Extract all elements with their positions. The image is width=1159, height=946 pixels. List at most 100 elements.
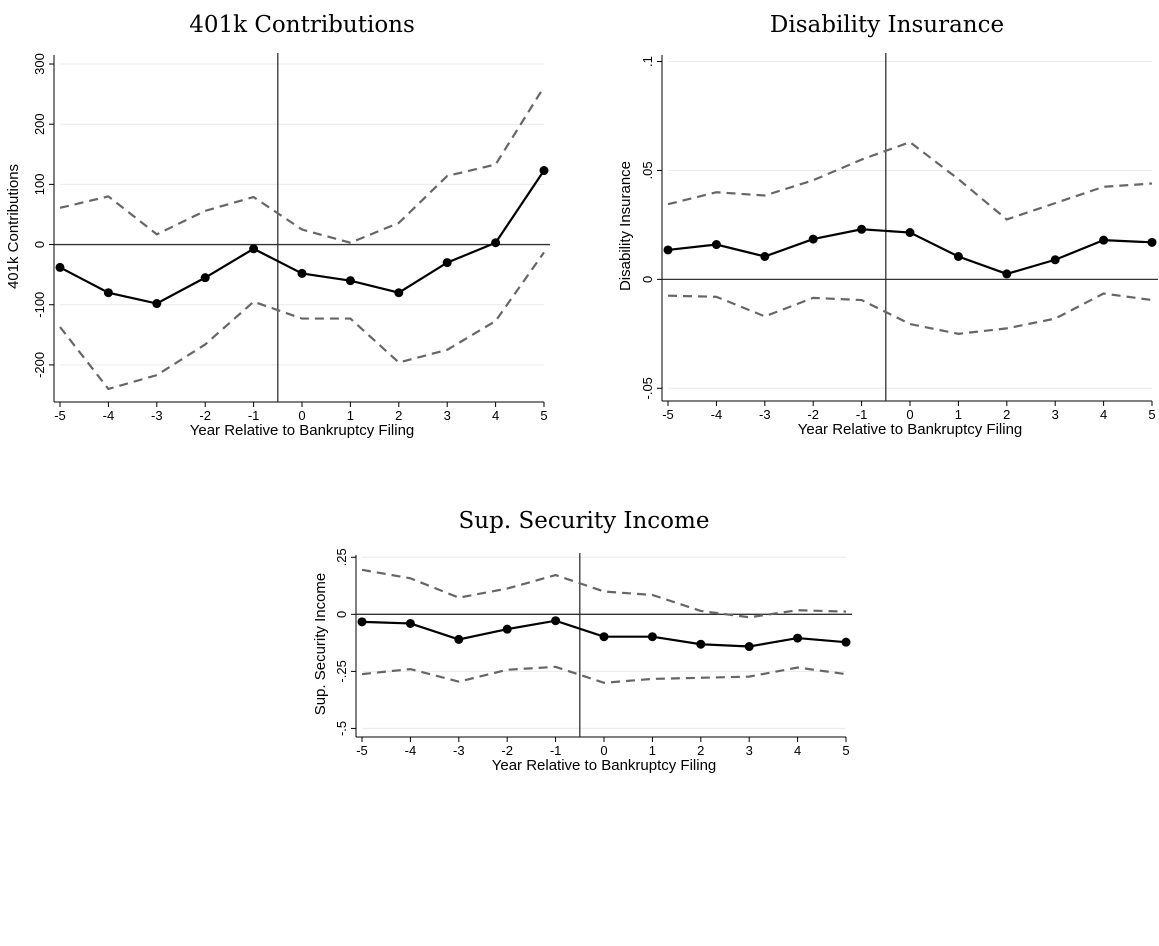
x-tick-label: 5 — [842, 743, 849, 758]
x-tick-label: 3 — [1052, 407, 1059, 422]
x-tick-label: -5 — [356, 743, 368, 758]
x-tick-label: -1 — [856, 407, 868, 422]
y-axis-label: Disability Insurance — [617, 161, 634, 291]
estimate-point — [647, 632, 657, 642]
estimate-point — [599, 632, 609, 642]
x-tick-label: 0 — [600, 743, 607, 758]
x-tick-label: 3 — [444, 408, 451, 423]
x-tick-label: -1 — [550, 743, 562, 758]
upper-ci-line — [667, 140, 1153, 221]
x-tick-label: 4 — [794, 743, 801, 758]
x-tick-label: -5 — [662, 407, 674, 422]
x-tick-label: -1 — [248, 408, 260, 423]
estimate-point — [405, 618, 415, 628]
x-tick-label: -5 — [54, 408, 66, 423]
estimate-point — [905, 228, 915, 238]
x-tick-label: 0 — [298, 408, 305, 423]
x-tick-label: 2 — [395, 408, 402, 423]
x-tick-label: -3 — [759, 407, 771, 422]
y-tick-label: 100 — [32, 174, 47, 196]
panel-disability-insurance: Disability Insurance -.05 0 .05 .1 -5 -4 -3 -2 -1… — [617, 12, 1158, 438]
x-tick-label: -4 — [405, 743, 417, 758]
x-tick-label: 2 — [697, 743, 704, 758]
x-tick-label: 4 — [1100, 407, 1107, 422]
chart-title: Sup. Security Income — [459, 508, 710, 534]
estimate-point — [711, 240, 721, 250]
y-tick-label: 200 — [32, 113, 47, 135]
x-tick-label: 5 — [1148, 407, 1155, 422]
y-axis-label: 401k Contributions — [5, 164, 22, 289]
x-tick-label: -4 — [711, 407, 723, 422]
estimate-point — [841, 637, 851, 647]
estimate-point — [663, 245, 673, 255]
estimate-point — [442, 258, 452, 268]
estimate-point — [1002, 269, 1012, 279]
y-tick-label: 0 — [334, 611, 349, 618]
chart-title: 401k Contributions — [189, 12, 415, 38]
estimate-point — [103, 288, 113, 298]
estimate-point — [502, 624, 512, 634]
y-tick-label: 0 — [32, 241, 47, 248]
x-tick-label: -3 — [453, 743, 465, 758]
estimate-point — [357, 617, 367, 627]
panel-sup-security-income: Sup. Security Income -.5 -.25 0 .25 -5 -4 -3 -2 -… — [312, 508, 852, 774]
x-tick-label: 5 — [540, 408, 547, 423]
x-tick-label: 1 — [347, 408, 354, 423]
lower-ci-line — [667, 292, 1153, 335]
y-tick-label: -.25 — [334, 660, 349, 682]
y-tick-label: -.5 — [334, 721, 349, 736]
x-tick-label: 1 — [955, 407, 962, 422]
x-axis-label: Year Relative to Bankruptcy Filing — [492, 757, 717, 774]
lower-ci-line — [361, 665, 847, 684]
x-tick-label: -4 — [103, 408, 115, 423]
y-tick-label: .05 — [640, 161, 655, 179]
estimate-point — [696, 639, 706, 649]
y-tick-label: -100 — [32, 292, 47, 318]
x-axis-label: Year Relative to Bankruptcy Filing — [190, 422, 415, 439]
estimate-point — [539, 166, 549, 176]
x-tick-label: 3 — [746, 743, 753, 758]
estimate-point — [152, 299, 162, 309]
estimate-point — [200, 273, 210, 283]
x-tick-label: 4 — [492, 408, 499, 423]
estimate-point — [551, 616, 561, 626]
estimate-point — [249, 244, 259, 254]
estimate-point — [1050, 255, 1060, 265]
estimate-point — [491, 238, 501, 248]
upper-ci-line — [361, 568, 847, 619]
estimate-point — [55, 262, 65, 272]
x-axis-label: Year Relative to Bankruptcy Filing — [798, 421, 1023, 438]
estimate-point — [744, 642, 754, 652]
estimate-line — [59, 169, 545, 305]
estimate-point — [297, 268, 307, 278]
estimate-point — [953, 251, 963, 261]
y-axis-label: Sup. Security Income — [312, 573, 329, 716]
x-tick-label: -2 — [199, 408, 211, 423]
panel-401k-contributions: 401k Contributions -200 -100 0 100 200 300 -5 -4… — [5, 12, 550, 439]
estimate-point — [793, 633, 803, 643]
x-tick-label: 1 — [649, 743, 656, 758]
x-tick-label: 2 — [1003, 407, 1010, 422]
upper-ci-line — [59, 86, 545, 244]
estimate-point — [394, 288, 404, 298]
y-tick-label: .1 — [640, 56, 655, 67]
x-tick-label: -2 — [807, 407, 819, 422]
x-tick-label: -2 — [501, 743, 513, 758]
y-tick-label: 0 — [640, 276, 655, 283]
estimate-point — [808, 234, 818, 244]
estimate-point — [345, 276, 355, 286]
x-tick-label: -3 — [151, 408, 163, 423]
x-tick-label: 0 — [906, 407, 913, 422]
y-tick-label: .25 — [334, 548, 349, 566]
y-tick-label: -.05 — [640, 377, 655, 399]
estimate-point — [760, 251, 770, 261]
estimate-point — [1099, 235, 1109, 245]
chart-title: Disability Insurance — [770, 12, 1004, 38]
y-tick-label: 300 — [32, 53, 47, 75]
estimate-point — [454, 634, 464, 644]
lower-ci-line — [59, 251, 545, 391]
estimate-point — [857, 224, 867, 234]
estimate-point — [1147, 237, 1157, 247]
y-tick-label: -200 — [32, 352, 47, 378]
